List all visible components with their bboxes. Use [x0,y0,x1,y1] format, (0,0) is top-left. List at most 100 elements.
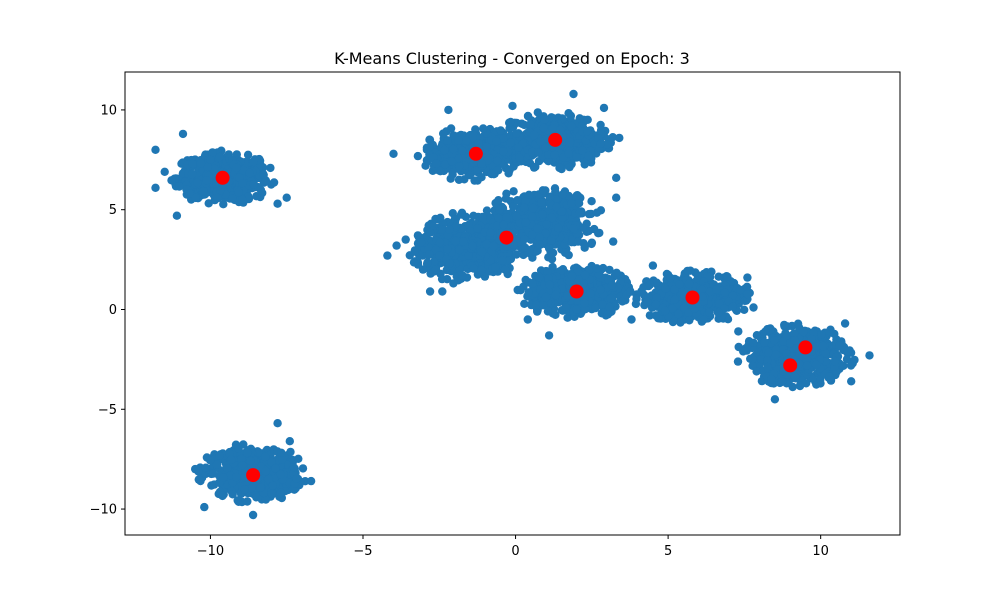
data-point [618,297,627,306]
data-point [817,330,826,339]
data-point [532,300,541,309]
data-point [292,474,301,483]
data-point [735,285,745,295]
data-point [450,215,459,224]
data-point [607,281,617,290]
data-point [492,137,501,146]
data-point [535,233,544,242]
data-point [605,302,614,312]
data-point [215,152,224,162]
data-point [215,451,224,460]
centroid-point [783,358,798,373]
data-point [470,176,479,185]
data-point [202,176,211,185]
data-point [206,456,215,465]
data-point [575,114,584,123]
data-point [487,169,496,179]
data-point [523,315,532,324]
data-point [509,240,518,249]
data-point [714,272,723,281]
data-point [551,290,561,300]
data-point [520,120,529,130]
data-point [458,271,467,280]
data-point [541,229,550,238]
data-point [714,308,723,317]
data-point [425,228,435,237]
data-point [705,308,714,317]
data-point [233,496,242,505]
data-point [193,178,202,188]
data-point [840,319,850,328]
data-point [389,149,398,158]
data-point [200,502,209,512]
data-point [513,196,522,205]
data-point [777,377,787,386]
data-point [528,230,537,240]
data-point [392,241,401,250]
data-point [245,168,254,178]
data-point [254,448,264,457]
centroid-point [215,170,230,185]
data-point [548,124,557,133]
data-point [752,367,761,376]
data-point [459,237,468,246]
data-point [277,448,286,457]
data-point [583,127,592,136]
data-point [572,153,581,162]
data-point [477,159,486,168]
data-point [670,295,679,304]
data-point [219,200,228,209]
data-point [591,303,600,313]
data-point [306,476,316,486]
data-point [554,223,563,233]
data-point [495,205,504,214]
data-point [580,298,589,308]
data-point [496,126,505,135]
data-point [445,225,454,234]
data-point [561,302,570,311]
data-point [208,469,218,478]
y-tick-label: −5 [98,403,117,418]
data-point [698,292,707,301]
data-point [237,454,246,464]
data-point [666,273,675,283]
data-point [440,160,450,169]
cluster-points [513,261,651,340]
data-point [267,457,276,467]
data-point [612,193,621,202]
data-point [651,311,661,320]
data-point [544,274,553,283]
data-point [468,241,477,251]
data-point [580,243,589,252]
data-point [520,235,529,244]
data-point [545,193,555,202]
data-point [779,337,788,346]
data-point [445,259,454,268]
data-point [789,329,799,338]
data-point [587,238,597,247]
data-point [506,117,515,127]
data-point [742,282,752,291]
data-point [509,187,518,196]
data-point [534,272,544,282]
data-point [449,144,458,154]
data-point [533,224,542,233]
data-point [151,183,160,192]
data-point [684,279,694,289]
chart-title: K-Means Clustering - Converged on Epoch:… [334,49,690,68]
data-point [602,140,611,149]
data-point [563,291,572,301]
data-point [266,163,275,173]
data-point [446,124,456,133]
data-point [592,208,602,217]
data-point [383,251,392,260]
data-point [847,377,856,386]
data-point [196,159,206,168]
data-point [194,475,203,484]
data-point [474,139,483,148]
data-point [596,120,605,130]
data-point [223,464,232,473]
data-point [578,146,587,155]
plot-frame [124,71,901,536]
